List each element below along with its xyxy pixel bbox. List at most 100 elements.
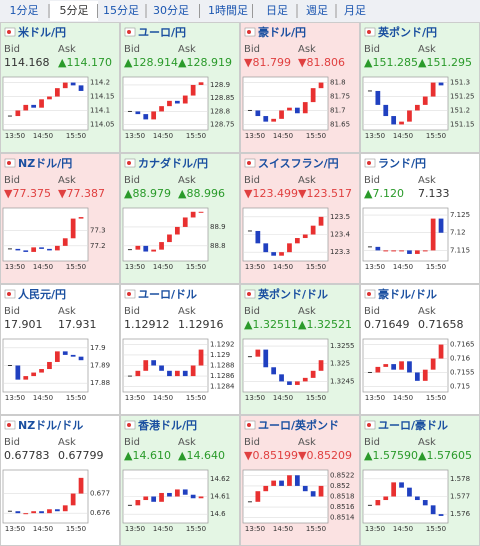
rate-tile: 人民元/円 Bid Ask 17.901 17.931 17.9 17.89 17.88 13:… xyxy=(0,284,120,415)
candle xyxy=(430,218,436,251)
bid-value: ▼123.499 xyxy=(244,187,298,200)
pair-name[interactable]: 豪ドル/ドル xyxy=(378,287,437,301)
candle xyxy=(182,370,188,377)
candle xyxy=(167,492,172,497)
candle xyxy=(15,511,21,514)
bid-label: Bid xyxy=(4,437,20,448)
x-tick-label: 13:50 xyxy=(5,394,25,402)
x-tick-label: 14:50 xyxy=(393,263,413,271)
x-tick-label: 15:50 xyxy=(186,132,206,140)
pair-name[interactable]: ユーロ/豪ドル xyxy=(378,418,448,432)
candle xyxy=(143,114,149,120)
candle xyxy=(383,496,389,501)
tab[interactable]: 1時間足 xyxy=(208,4,248,17)
x-tick-label: 13:50 xyxy=(125,525,145,533)
rate-tile: ユーロ/円 Bid Ask▲128.914 ▲128.919 128.9 128.85 12… xyxy=(120,22,240,153)
ask-value: ▼123.517 xyxy=(298,187,352,200)
bid-value: ▼81.799 xyxy=(244,56,291,69)
candle xyxy=(255,110,261,117)
ask-value: ▲128.919 xyxy=(178,56,232,69)
bid-value: ▲7.120 xyxy=(364,187,404,200)
candle xyxy=(318,216,324,226)
x-tick-label: 15:50 xyxy=(306,132,326,140)
tab[interactable]: 15分足 xyxy=(103,4,139,17)
flag-dot xyxy=(7,161,11,165)
pair-name[interactable]: NZドル/ドル xyxy=(18,419,83,432)
candle xyxy=(430,358,436,370)
pair-name[interactable]: NZドル/円 xyxy=(18,157,72,170)
y-tick-label: 1.3245 xyxy=(330,377,355,385)
ask-value: ▲1.32521 xyxy=(298,318,352,331)
tab[interactable]: 週足 xyxy=(306,4,328,17)
candle xyxy=(167,234,172,243)
bid-value: ▲14.610 xyxy=(124,449,171,462)
pair-name[interactable]: ランド/円 xyxy=(378,157,426,170)
pair-name[interactable]: スイスフラン/円 xyxy=(258,157,339,170)
tab[interactable]: 日足 xyxy=(266,4,288,17)
x-tick-label: 15:50 xyxy=(66,525,86,533)
candle xyxy=(174,100,180,104)
y-tick-label: 0.677 xyxy=(90,490,110,498)
candle xyxy=(70,218,76,239)
candle xyxy=(399,121,404,125)
tab[interactable]: 30分足 xyxy=(153,4,189,17)
ask-label: Ask xyxy=(178,175,196,186)
flag-dot xyxy=(7,292,11,296)
y-tick-label: 128.85 xyxy=(210,94,235,102)
pair-name[interactable]: ユーロ/ドル xyxy=(138,288,197,301)
y-tick-label: 114.05 xyxy=(90,120,115,128)
tab[interactable]: 5分足 xyxy=(60,4,89,17)
candle xyxy=(190,365,196,377)
candle xyxy=(383,364,389,367)
candle xyxy=(414,250,420,254)
pair-name[interactable]: カナダドル/円 xyxy=(138,156,208,170)
bid-label: Bid xyxy=(4,44,20,55)
candle xyxy=(383,250,389,252)
rate-tile: NZドル/ドル Bid Ask 0.67783 0.67799 0.677 0.676 13:… xyxy=(0,415,120,546)
flag-dot xyxy=(247,423,251,427)
pair-name[interactable]: 豪ドル/円 xyxy=(258,25,306,39)
candle xyxy=(318,82,324,89)
candle xyxy=(190,494,196,499)
pair-name[interactable]: 香港ドル/円 xyxy=(137,418,197,432)
candle xyxy=(263,349,269,368)
candle xyxy=(302,377,308,382)
y-tick-label: 128.8 xyxy=(210,107,230,115)
y-tick-label: 128.9 xyxy=(210,81,230,89)
candle xyxy=(15,110,21,117)
pair-name[interactable]: 米ドル/円 xyxy=(17,25,66,39)
bid-value: ▼0.85199 xyxy=(244,449,298,462)
pair-name[interactable]: ユーロ/英ポンド xyxy=(258,418,339,432)
y-tick-label: 123.4 xyxy=(330,231,351,239)
ask-value: ▲14.640 xyxy=(178,449,225,462)
x-tick-label: 14:50 xyxy=(33,525,53,533)
candle xyxy=(399,250,404,252)
candle xyxy=(182,489,188,495)
candle xyxy=(422,369,428,381)
y-tick-label: 14.6 xyxy=(210,510,226,518)
bid-value: ▲1.57590 xyxy=(364,449,418,462)
pair-name[interactable]: 英ポンド/円 xyxy=(377,25,437,39)
candle xyxy=(302,485,308,492)
y-tick-label: 114.2 xyxy=(90,79,110,87)
tab[interactable]: 1分足 xyxy=(10,4,39,17)
ask-label: Ask xyxy=(58,437,76,448)
flag-dot xyxy=(127,30,131,34)
tab[interactable]: 月足 xyxy=(344,4,366,17)
candle xyxy=(62,82,68,89)
pair-name[interactable]: ユーロ/円 xyxy=(138,26,186,39)
rate-tile: ランド/円 Bid Ask ▲7.120 7.133 7.125 7.12 7.115 13:5… xyxy=(360,153,480,284)
pair-name[interactable]: 人民元/円 xyxy=(18,287,66,301)
ask-value: 0.71658 xyxy=(418,318,464,331)
x-tick-label: 15:50 xyxy=(186,394,206,402)
candle xyxy=(399,361,404,370)
ask-label: Ask xyxy=(298,175,316,186)
candle xyxy=(255,349,261,357)
y-tick-label: 0.852 xyxy=(330,482,350,490)
candle xyxy=(310,370,316,378)
ask-label: Ask xyxy=(58,175,76,186)
ask-label: Ask xyxy=(298,437,316,448)
pair-name[interactable]: 英ポンド/ドル xyxy=(257,287,328,301)
candle xyxy=(430,505,436,515)
candle xyxy=(294,238,300,244)
